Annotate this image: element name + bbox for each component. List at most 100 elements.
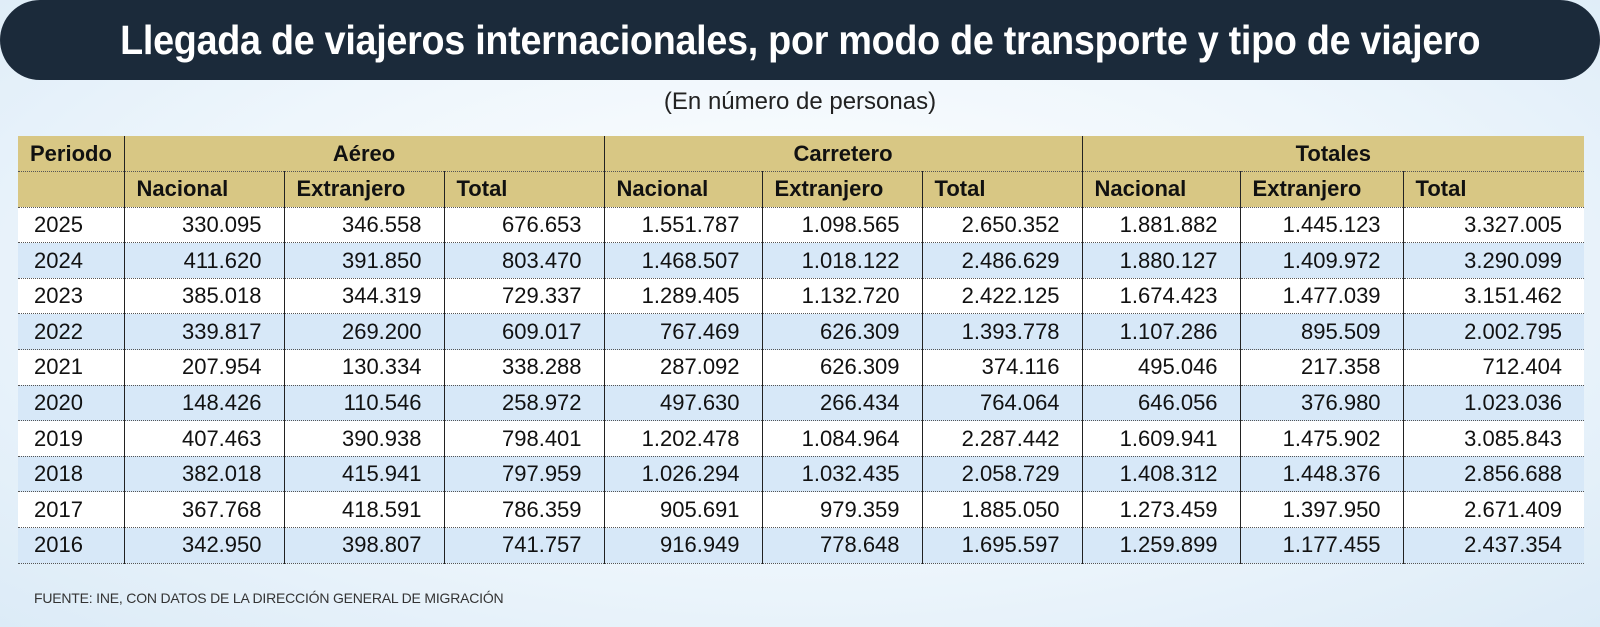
- value-cell: 2.287.442: [922, 420, 1083, 457]
- value-cell: 741.757: [444, 527, 605, 564]
- period-cell: 2023: [18, 278, 125, 315]
- value-cell: 2.671.409: [1403, 491, 1585, 529]
- value-cell: 130.334: [284, 349, 445, 386]
- value-cell: 905.691: [604, 491, 763, 529]
- source-note: FUENTE: INE, CON DATOS DE LA DIRECCIÓN G…: [34, 590, 504, 606]
- value-cell: 266.434: [762, 385, 923, 422]
- table-row: 2023 385.018 344.319 729.337 1.289.405 1.132.…: [18, 278, 1585, 315]
- period-cell: 2022: [18, 313, 125, 351]
- value-cell: 712.404: [1403, 349, 1585, 386]
- value-cell: 346.558: [284, 207, 445, 244]
- period-cell: 2017: [18, 491, 125, 529]
- value-cell: 2.856.688: [1403, 456, 1585, 493]
- value-cell: 3.290.099: [1403, 242, 1585, 279]
- value-cell: 495.046: [1082, 349, 1241, 386]
- table-subtitle: (En número de personas): [663, 88, 937, 115]
- value-cell: 407.463: [124, 420, 285, 457]
- group-header-aereo: Aéreo: [124, 136, 605, 173]
- value-cell: 1.132.720: [762, 278, 923, 315]
- value-cell: 385.018: [124, 278, 285, 315]
- table-row: 2022 339.817 269.200 609.017 767.469 626.309 1…: [18, 313, 1585, 351]
- value-cell: 390.938: [284, 420, 445, 457]
- value-cell: 1.448.376: [1240, 456, 1404, 493]
- group-header-totales: Totales: [1082, 136, 1585, 173]
- table-row: 2020 148.426 110.546 258.972 497.630 266.434 7…: [18, 385, 1585, 422]
- table-row: 2018 382.018 415.941 797.959 1.026.294 1.032.…: [18, 456, 1585, 493]
- table-title: Llegada de viajeros internacionales, por…: [119, 16, 1481, 63]
- value-cell: 786.359: [444, 491, 605, 529]
- sub-header-totales-extranjero: Extranjero: [1240, 171, 1404, 208]
- value-cell: 1.880.127: [1082, 242, 1241, 279]
- value-cell: 338.288: [444, 349, 605, 386]
- value-cell: 797.959: [444, 456, 605, 493]
- value-cell: 1.445.123: [1240, 207, 1404, 244]
- value-cell: 1.674.423: [1082, 278, 1241, 315]
- value-cell: 367.768: [124, 491, 285, 529]
- value-cell: 497.630: [604, 385, 763, 422]
- value-cell: 3.151.462: [1403, 278, 1585, 315]
- period-cell: 2021: [18, 349, 125, 386]
- period-cell: 2018: [18, 456, 125, 493]
- value-cell: 1.475.902: [1240, 420, 1404, 457]
- value-cell: 1.273.459: [1082, 491, 1241, 529]
- value-cell: 609.017: [444, 313, 605, 351]
- value-cell: 2.422.125: [922, 278, 1083, 315]
- value-cell: 2.650.352: [922, 207, 1083, 244]
- table-row: 2024 411.620 391.850 803.470 1.468.507 1.018.…: [18, 242, 1585, 279]
- group-header-carretero: Carretero: [604, 136, 1083, 173]
- value-cell: 1.408.312: [1082, 456, 1241, 493]
- value-cell: 916.949: [604, 527, 763, 564]
- value-cell: 418.591: [284, 491, 445, 529]
- sub-header-carretero-extranjero: Extranjero: [762, 171, 923, 208]
- value-cell: 1.259.899: [1082, 527, 1241, 564]
- value-cell: 767.469: [604, 313, 763, 351]
- value-cell: 1.397.950: [1240, 491, 1404, 529]
- sub-header-aereo-extranjero: Extranjero: [284, 171, 445, 208]
- value-cell: 1.026.294: [604, 456, 763, 493]
- value-cell: 217.358: [1240, 349, 1404, 386]
- sub-header-aereo-nacional: Nacional: [124, 171, 285, 208]
- value-cell: 110.546: [284, 385, 445, 422]
- value-cell: 148.426: [124, 385, 285, 422]
- value-cell: 382.018: [124, 456, 285, 493]
- period-cell: 2019: [18, 420, 125, 457]
- value-cell: 1.032.435: [762, 456, 923, 493]
- value-cell: 207.954: [124, 349, 285, 386]
- value-cell: 764.064: [922, 385, 1083, 422]
- value-cell: 339.817: [124, 313, 285, 351]
- value-cell: 1.107.286: [1082, 313, 1241, 351]
- value-cell: 626.309: [762, 349, 923, 386]
- value-cell: 415.941: [284, 456, 445, 493]
- value-cell: 2.437.354: [1403, 527, 1585, 564]
- value-cell: 895.509: [1240, 313, 1404, 351]
- sub-header-totales-total: Total: [1403, 171, 1585, 208]
- sub-header-row: Nacional Extranjero Total Nacional Extra…: [18, 171, 1585, 208]
- value-cell: 330.095: [124, 207, 285, 244]
- value-cell: 2.002.795: [1403, 313, 1585, 351]
- value-cell: 287.092: [604, 349, 763, 386]
- value-cell: 411.620: [124, 242, 285, 279]
- value-cell: 2.486.629: [922, 242, 1083, 279]
- value-cell: 778.648: [762, 527, 923, 564]
- value-cell: 398.807: [284, 527, 445, 564]
- table-row: 2017 367.768 418.591 786.359 905.691 979.359 1…: [18, 491, 1585, 529]
- value-cell: 1.881.882: [1082, 207, 1241, 244]
- value-cell: 1.202.478: [604, 420, 763, 457]
- value-cell: 1.468.507: [604, 242, 763, 279]
- value-cell: 344.319: [284, 278, 445, 315]
- data-table: Periodo Aéreo Carretero Totales Nacional…: [18, 136, 1585, 564]
- value-cell: 1.289.405: [604, 278, 763, 315]
- value-cell: 269.200: [284, 313, 445, 351]
- value-cell: 1.477.039: [1240, 278, 1404, 315]
- value-cell: 3.085.843: [1403, 420, 1585, 457]
- value-cell: 646.056: [1082, 385, 1241, 422]
- value-cell: 258.972: [444, 385, 605, 422]
- sub-header-carretero-nacional: Nacional: [604, 171, 763, 208]
- value-cell: 1.609.941: [1082, 420, 1241, 457]
- table-row: 2025 330.095 346.558 676.653 1.551.787 1.098.…: [18, 207, 1585, 244]
- value-cell: 1.018.122: [762, 242, 923, 279]
- period-cell: 2025: [18, 207, 125, 244]
- value-cell: 1.098.565: [762, 207, 923, 244]
- value-cell: 1.177.455: [1240, 527, 1404, 564]
- value-cell: 803.470: [444, 242, 605, 279]
